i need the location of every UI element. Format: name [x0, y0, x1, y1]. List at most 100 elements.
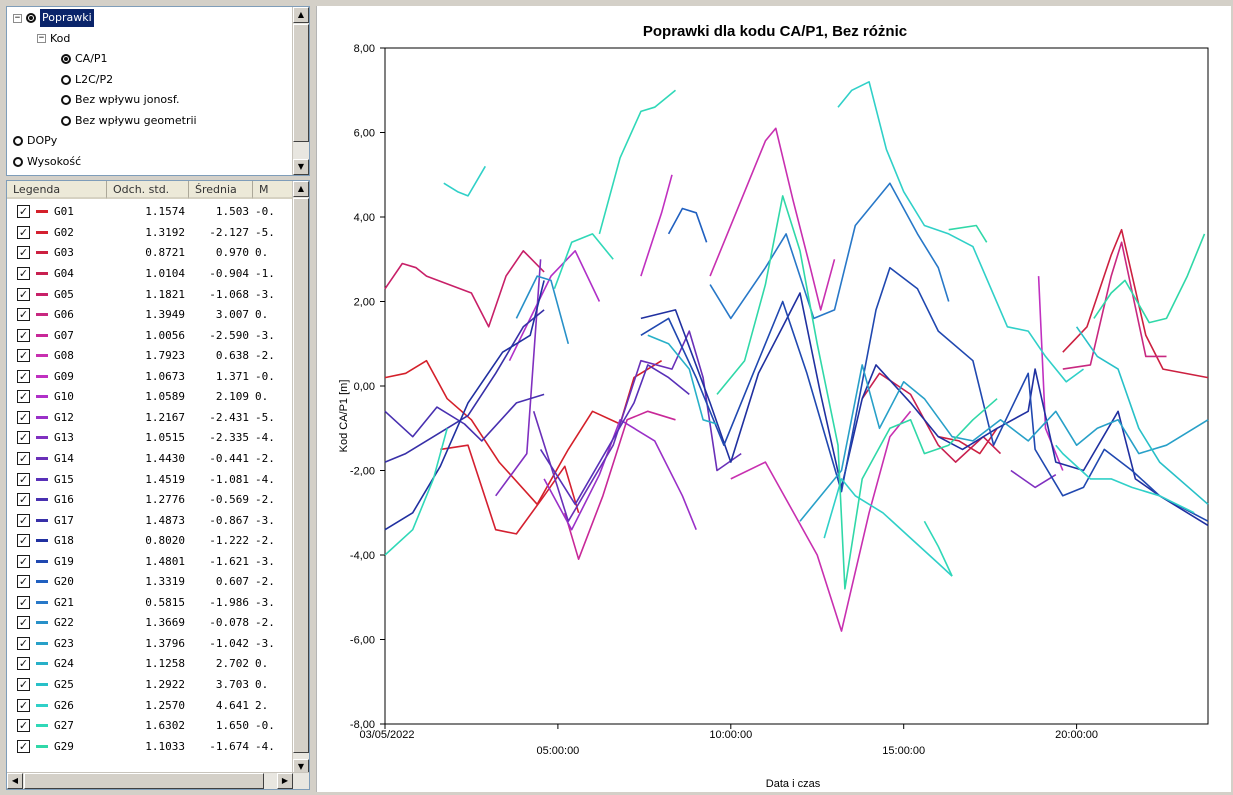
legend-row[interactable]: ✓ G06 1.3949 3.007 0.	[7, 305, 293, 325]
checkbox-checked-icon[interactable]: ✓	[17, 431, 30, 445]
legend-row[interactable]: ✓ G08 1.7923 0.638 -2.	[7, 346, 293, 366]
column-header-std-dev[interactable]: Odch. std.	[107, 181, 189, 199]
checkbox-checked-icon[interactable]: ✓	[17, 636, 30, 650]
scrollbar-thumb[interactable]	[293, 198, 309, 753]
max-value: 0.	[255, 678, 269, 692]
series-line	[495, 259, 542, 497]
checkbox-checked-icon[interactable]: ✓	[17, 267, 30, 281]
tree-item[interactable]: Bez wpływu jonosf.	[61, 91, 179, 109]
checkbox-checked-icon[interactable]: ✓	[17, 308, 30, 322]
legend-row[interactable]: ✓ G23 1.3796 -1.042 -3.	[7, 634, 293, 654]
legend-row[interactable]: ✓ G22 1.3669 -0.078 -2.	[7, 613, 293, 633]
legend-row[interactable]: ✓ G20 1.3319 0.607 -2.	[7, 572, 293, 592]
checkbox-checked-icon[interactable]: ✓	[17, 534, 30, 548]
series-color-swatch	[36, 292, 48, 296]
legend-row[interactable]: ✓ G17 1.4873 -0.867 -3.	[7, 510, 293, 530]
legend-row[interactable]: ✓ G25 1.2922 3.703 0.	[7, 675, 293, 695]
mean-value: 0.607	[215, 575, 249, 589]
radio-unchecked-icon[interactable]	[13, 156, 23, 167]
tree-item[interactable]: L2C/P2	[61, 71, 113, 89]
legend-row[interactable]: ✓ G19 1.4801 -1.621 -3.	[7, 551, 293, 571]
checkbox-checked-icon[interactable]: ✓	[17, 595, 30, 609]
checkbox-checked-icon[interactable]: ✓	[17, 205, 30, 219]
radio-unchecked-icon[interactable]	[13, 136, 23, 146]
radio-unchecked-icon[interactable]	[61, 74, 71, 85]
scroll-down-arrow-icon[interactable]: ▼	[293, 159, 309, 175]
column-header-legend[interactable]: Legenda	[7, 181, 107, 199]
checkbox-checked-icon[interactable]: ✓	[17, 678, 30, 692]
tree-item[interactable]: Wysokość	[13, 153, 81, 171]
legend-horizontal-scrollbar[interactable]: ◀ ▶	[7, 772, 309, 789]
column-header-max[interactable]: M	[253, 181, 293, 199]
tree-item[interactable]: − Poprawki	[13, 9, 94, 27]
legend-row[interactable]: ✓ G27 1.6302 1.650 -0.	[7, 716, 293, 736]
checkbox-checked-icon[interactable]: ✓	[17, 390, 30, 404]
radio-unchecked-icon[interactable]	[61, 95, 71, 105]
checkbox-checked-icon[interactable]: ✓	[17, 369, 30, 383]
scroll-up-arrow-icon[interactable]: ▲	[293, 181, 309, 197]
checkbox-checked-icon[interactable]: ✓	[17, 472, 30, 486]
legend-table[interactable]: Legenda Odch. std. Średnia M ✓ G01 1.1574 1…	[6, 180, 310, 790]
legend-row[interactable]: ✓ G10 1.0589 2.109 0.	[7, 387, 293, 407]
series-line	[730, 410, 912, 632]
tree-vertical-scrollbar[interactable]: ▲ ▼	[292, 7, 309, 175]
satellite-id: G18	[54, 534, 74, 548]
radio-checked-icon[interactable]	[61, 54, 71, 64]
legend-row[interactable]: ✓ G01 1.1574 1.503 -0.	[7, 202, 293, 222]
checkbox-checked-icon[interactable]: ✓	[17, 739, 30, 753]
checkbox-checked-icon[interactable]: ✓	[17, 698, 30, 712]
checkbox-checked-icon[interactable]: ✓	[17, 616, 30, 630]
checkbox-checked-icon[interactable]: ✓	[17, 719, 30, 733]
std-dev-value: 0.8721	[145, 246, 185, 260]
legend-row[interactable]: ✓ G03 0.8721 0.970 0.	[7, 243, 293, 263]
tree-item[interactable]: − Kod	[37, 30, 70, 48]
series-color-swatch	[36, 477, 48, 481]
checkbox-checked-icon[interactable]: ✓	[17, 657, 30, 671]
collapse-icon[interactable]: −	[37, 33, 46, 43]
checkbox-checked-icon[interactable]: ✓	[17, 328, 30, 342]
legend-row[interactable]: ✓ G24 1.1258 2.702 0.	[7, 654, 293, 674]
legend-row[interactable]: ✓ G04 1.0104 -0.904 -1.	[7, 264, 293, 284]
radio-unchecked-icon[interactable]	[61, 115, 71, 126]
legend-vertical-scrollbar[interactable]: ▲ ▼	[292, 181, 309, 775]
checkbox-checked-icon[interactable]: ✓	[17, 493, 30, 507]
scroll-left-arrow-icon[interactable]: ◀	[7, 773, 23, 789]
legend-row[interactable]: ✓ G05 1.1821 -1.068 -3.	[7, 284, 293, 304]
legend-row[interactable]: ✓ G09 1.0673 1.371 -0.	[7, 366, 293, 386]
view-tree[interactable]: − Poprawki − Kod CA/P1 L2C/P2 Bez wpływu jonos…	[6, 6, 310, 176]
radio-checked-icon[interactable]	[26, 13, 36, 23]
scroll-right-arrow-icon[interactable]: ▶	[277, 773, 293, 789]
scrollbar-thumb[interactable]	[24, 773, 264, 789]
scroll-up-arrow-icon[interactable]: ▲	[293, 7, 309, 23]
checkbox-checked-icon[interactable]: ✓	[17, 246, 30, 260]
legend-row[interactable]: ✓ G07 1.0056 -2.590 -3.	[7, 325, 293, 345]
legend-row[interactable]: ✓ G21 0.5815 -1.986 -3.	[7, 592, 293, 612]
checkbox-checked-icon[interactable]: ✓	[17, 410, 30, 424]
checkbox-checked-icon[interactable]: ✓	[17, 554, 30, 568]
legend-row[interactable]: ✓ G14 1.4430 -0.441 -2.	[7, 449, 293, 469]
legend-row[interactable]: ✓ G29 1.1033 -1.674 -4.	[7, 736, 293, 756]
legend-row[interactable]: ✓ G15 1.4519 -1.081 -4.	[7, 469, 293, 489]
legend-row[interactable]: ✓ G12 1.2167 -2.431 -5.	[7, 408, 293, 428]
legend-row[interactable]: ✓ G18 0.8020 -1.222 -2.	[7, 531, 293, 551]
column-header-mean[interactable]: Średnia	[189, 181, 253, 199]
scrollbar-thumb[interactable]	[293, 24, 309, 142]
checkbox-checked-icon[interactable]: ✓	[17, 349, 30, 363]
checkbox-checked-icon[interactable]: ✓	[17, 225, 30, 239]
checkbox-checked-icon[interactable]: ✓	[17, 513, 30, 527]
tree-item[interactable]: DOPy	[13, 132, 57, 150]
collapse-icon[interactable]: −	[13, 12, 22, 23]
tree-item[interactable]: CA/P1	[61, 50, 108, 68]
legend-row[interactable]: ✓ G16 1.2776 -0.569 -2.	[7, 490, 293, 510]
checkbox-checked-icon[interactable]: ✓	[17, 575, 30, 589]
legend-row[interactable]: ✓ G02 1.3192 -2.127 -5.	[7, 223, 293, 243]
checkbox-checked-icon[interactable]: ✓	[17, 287, 30, 301]
tree-item[interactable]: Bez wpływu geometrii	[61, 112, 197, 130]
series-color-swatch	[36, 559, 48, 563]
legend-row[interactable]: ✓ G13 1.0515 -2.335 -4.	[7, 428, 293, 448]
checkbox-checked-icon[interactable]: ✓	[17, 451, 30, 465]
series-line	[1037, 276, 1064, 471]
legend-row[interactable]: ✓ G26 1.2570 4.641 2.	[7, 695, 293, 715]
panel-splitter[interactable]	[310, 0, 316, 792]
series-color-swatch	[36, 683, 48, 687]
